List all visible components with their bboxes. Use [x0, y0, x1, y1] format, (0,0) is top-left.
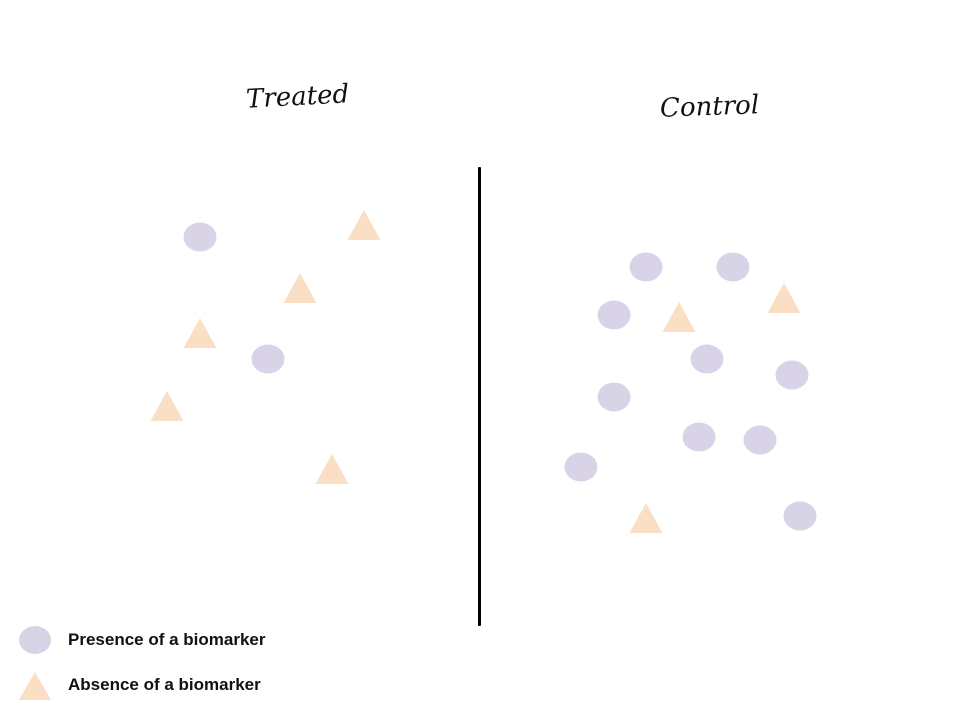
- control-presence-marker: [564, 452, 598, 482]
- legend-absence-triangle: [19, 672, 51, 700]
- control-absence-marker: [629, 503, 663, 533]
- control-absence-marker: [662, 302, 696, 332]
- control-absence-marker: [767, 283, 801, 313]
- panel-divider: [478, 167, 481, 626]
- control-presence-marker: [682, 422, 716, 452]
- legend-item-absence: Absence of a biomarker: [18, 668, 261, 702]
- legend-item-presence: Presence of a biomarker: [18, 623, 265, 657]
- presence-circle-icon: [19, 626, 51, 654]
- control-presence-marker: [597, 382, 631, 412]
- legend-presence-label: Presence of a biomarker: [68, 630, 266, 649]
- treated-absence-marker: [315, 454, 349, 484]
- control-presence-marker: [597, 300, 631, 330]
- legend-absence-label: Absence of a biomarker: [68, 675, 261, 694]
- treated-presence-marker: [183, 222, 217, 252]
- treated-absence-marker: [283, 273, 317, 303]
- treated-absence-marker: [347, 210, 381, 240]
- legend-presence-circle: [19, 626, 51, 654]
- control-presence-marker: [783, 501, 817, 531]
- treated-presence-marker: [251, 344, 285, 374]
- control-presence-marker: [716, 252, 750, 282]
- treated-absence-marker: [183, 318, 217, 348]
- control-presence-marker: [629, 252, 663, 282]
- control-presence-marker: [743, 425, 777, 455]
- absence-triangle-icon: [19, 672, 51, 700]
- control-presence-marker: [690, 344, 724, 374]
- treated-absence-marker: [150, 391, 184, 421]
- control-presence-marker: [775, 360, 809, 390]
